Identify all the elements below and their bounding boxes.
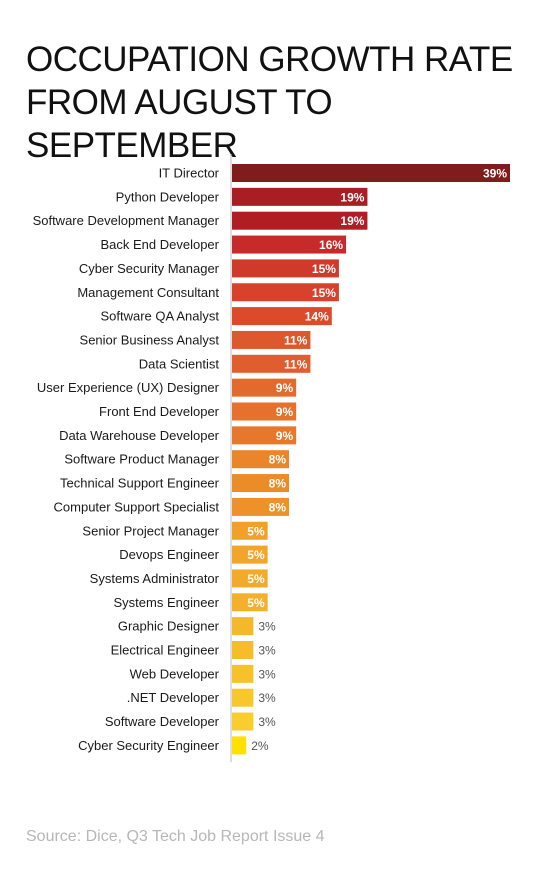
category-label: Cyber Security Engineer <box>78 738 220 753</box>
bar <box>232 450 290 469</box>
category-label: Graphic Designer <box>118 619 220 634</box>
bar <box>232 474 290 493</box>
category-label: User Experience (UX) Designer <box>37 380 220 395</box>
data-label: 8% <box>269 477 287 491</box>
data-label: 14% <box>305 310 329 324</box>
bar <box>232 330 311 349</box>
category-label: Web Developer <box>130 666 220 681</box>
data-label: 16% <box>319 238 343 252</box>
bar <box>232 736 247 755</box>
data-label: 3% <box>258 620 276 634</box>
bar <box>232 378 297 397</box>
data-label: 9% <box>276 429 294 443</box>
chart-title: OCCUPATION GROWTH RATE FROM AUGUST TO SE… <box>26 38 536 167</box>
bar <box>232 283 339 302</box>
bar <box>232 521 268 540</box>
bar <box>232 235 347 254</box>
data-label: 19% <box>340 214 364 228</box>
category-label: Software Developer <box>105 714 220 729</box>
bar <box>232 402 297 421</box>
data-label: 3% <box>258 715 276 729</box>
category-label: Software Development Manager <box>33 213 220 228</box>
category-label: Technical Support Engineer <box>60 476 220 491</box>
bar <box>232 307 332 326</box>
bar <box>232 712 254 731</box>
category-label: Software QA Analyst <box>100 309 219 324</box>
data-label: 2% <box>251 739 269 753</box>
category-label: Management Consultant <box>77 285 219 300</box>
data-label: 8% <box>269 500 287 514</box>
bar <box>232 426 297 445</box>
bar <box>232 641 254 659</box>
bar <box>232 545 268 564</box>
category-label: Electrical Engineer <box>111 643 220 658</box>
data-label: 5% <box>247 548 265 562</box>
bar <box>232 354 311 373</box>
data-label: 3% <box>258 644 276 658</box>
bar <box>232 497 290 516</box>
bar <box>232 211 368 230</box>
data-label: 8% <box>269 453 287 467</box>
bar <box>232 569 268 588</box>
category-label: IT Director <box>159 166 220 181</box>
bar <box>232 259 339 278</box>
category-label: Systems Engineer <box>114 595 220 610</box>
data-label: 3% <box>258 667 276 681</box>
category-label: Cyber Security Manager <box>79 261 220 276</box>
data-label: 11% <box>284 333 308 347</box>
data-label: 5% <box>247 524 265 538</box>
category-label: Data Scientist <box>139 356 220 371</box>
category-label: Back End Developer <box>100 237 219 252</box>
data-label: 5% <box>247 596 265 610</box>
bar <box>232 688 254 707</box>
data-label: 9% <box>276 381 294 395</box>
data-label: 19% <box>340 190 364 204</box>
bar <box>232 187 368 206</box>
category-label: Front End Developer <box>99 404 220 419</box>
bar <box>232 664 254 683</box>
bar <box>232 164 510 182</box>
category-label: Devops Engineer <box>119 547 219 562</box>
category-label: Systems Administrator <box>90 571 220 586</box>
category-label: .NET Developer <box>127 690 220 705</box>
category-label: Computer Support Specialist <box>54 499 220 514</box>
data-label: 15% <box>312 262 336 276</box>
category-label: Data Warehouse Developer <box>59 428 220 443</box>
source-note: Source: Dice, Q3 Tech Job Report Issue 4 <box>26 828 325 845</box>
title-line-2: FROM AUGUST TO SEPTEMBER <box>26 83 333 165</box>
data-label: 15% <box>312 286 336 300</box>
data-label: 9% <box>276 405 294 419</box>
category-label: Python Developer <box>116 189 220 204</box>
data-label: 5% <box>247 572 265 586</box>
data-label: 11% <box>284 357 308 371</box>
title-line-1: OCCUPATION GROWTH RATE <box>26 40 513 79</box>
category-label: Senior Business Analyst <box>80 332 220 347</box>
bar <box>232 617 254 636</box>
category-label: Software Product Manager <box>64 452 219 467</box>
bar <box>232 593 268 612</box>
data-label: 39% <box>483 167 507 181</box>
data-label: 3% <box>258 691 276 705</box>
category-label: Senior Project Manager <box>82 523 219 538</box>
